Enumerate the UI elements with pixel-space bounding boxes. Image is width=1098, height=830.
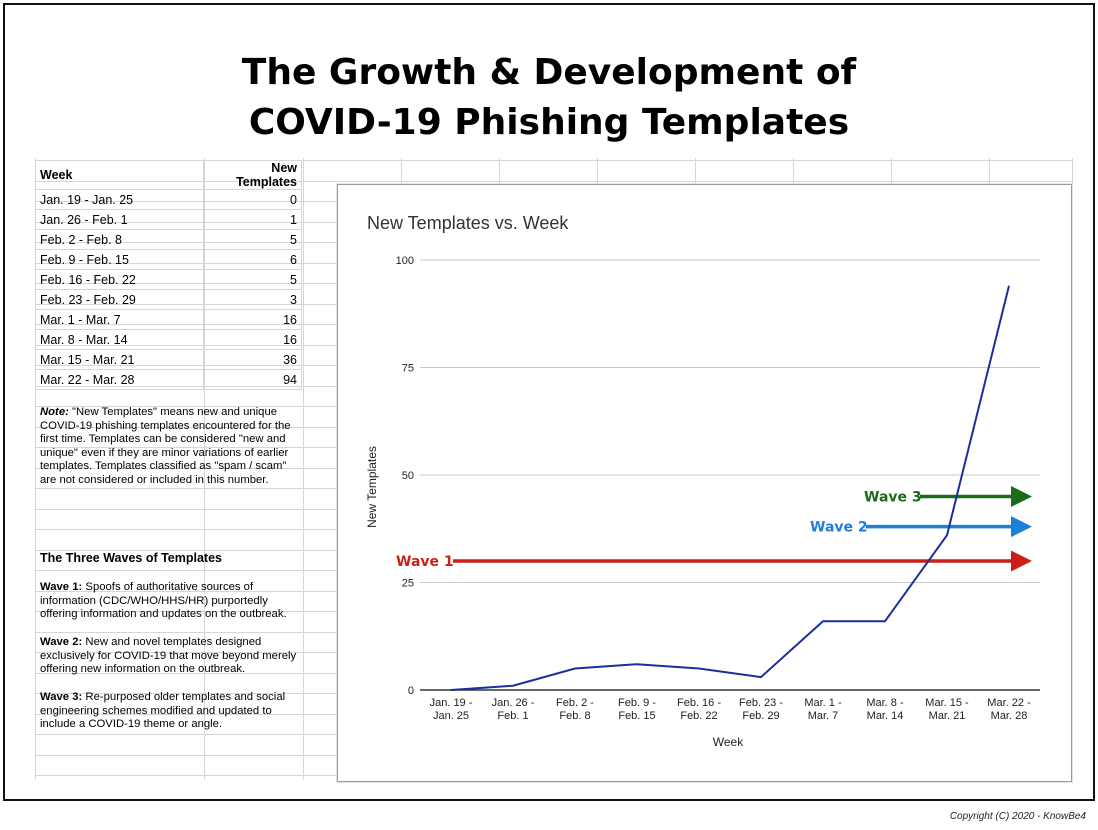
table-row: Mar. 22 - Mar. 28 94 (35, 369, 302, 390)
note-text: Note: "New Templates" means new and uniq… (40, 406, 302, 488)
week-cell: Feb. 16 - Feb. 22 (35, 269, 204, 290)
page-title-line-1: The Growth & Development of (241, 52, 857, 93)
wave-1-label: Wave 1: (40, 581, 83, 593)
grid-row-line (35, 181, 1072, 182)
week-cell: Mar. 8 - Mar. 14 (35, 329, 204, 350)
y-axis-label: New Templates (365, 446, 379, 528)
table-row: Jan. 19 - Jan. 25 0 (35, 189, 302, 210)
wave-1-text: Spoofs of authoritative sources of infor… (40, 581, 287, 621)
week-cell: Feb. 2 - Feb. 8 (35, 229, 204, 250)
wave-2-text: New and novel templates designed exclusi… (40, 636, 297, 676)
table-row: Feb. 16 - Feb. 22 5 (35, 269, 302, 290)
x-tick-label: Jan. 19 -Jan. 25 (430, 697, 473, 722)
y-tick-label: 100 (396, 255, 414, 267)
waves-title: The Three Waves of Templates (40, 551, 222, 565)
y-tick-label: 50 (402, 470, 414, 482)
grid-row-line (35, 160, 1072, 161)
chart-panel (337, 184, 1072, 782)
week-cell: Jan. 26 - Feb. 1 (35, 209, 204, 230)
week-cell: Mar. 22 - Mar. 28 (35, 369, 204, 390)
wave-1-label: Wave 1 (396, 554, 454, 570)
wave-3-text: Re-purposed older templates and social e… (40, 691, 286, 731)
x-axis-label: Week (713, 735, 744, 749)
grid-column-line (35, 158, 36, 780)
y-tick-label: 25 (402, 578, 414, 590)
series-line (450, 285, 1010, 691)
templates-table: Week New Templates Jan. 19 - Jan. 25 0 Jan… (35, 160, 302, 390)
wave-1-description: Wave 1: Spoofs of authoritative sources … (40, 581, 302, 622)
x-tick-label: Mar. 8 -Mar. 14 (866, 697, 904, 722)
x-tick-label: Jan. 26 -Feb. 1 (492, 697, 535, 722)
wave-2-label: Wave 2: (40, 636, 83, 648)
note-body: "New Templates" means new and unique COV… (40, 406, 291, 486)
page-title-line-2: COVID-19 Phishing Templates (248, 102, 850, 143)
header-week: Week (35, 160, 204, 190)
week-cell: Feb. 23 - Feb. 29 (35, 289, 204, 310)
new-templates-cell: 94 (203, 369, 302, 390)
chart-title: New Templates vs. Week (367, 213, 569, 233)
page-frame (3, 3, 1095, 801)
table-row: Mar. 15 - Mar. 21 36 (35, 349, 302, 370)
new-templates-cell: 16 (203, 309, 302, 330)
week-cell: Jan. 19 - Jan. 25 (35, 189, 204, 210)
y-tick-label: 0 (408, 685, 414, 697)
grid-column-line (204, 158, 205, 780)
wave-3-label: Wave 3: (40, 691, 83, 703)
x-tick-label: Mar. 1 -Mar. 7 (804, 697, 842, 722)
copyright-text: Copyright (C) 2020 - KnowBe4 (949, 811, 1086, 822)
y-tick-label: 75 (402, 363, 414, 375)
wave-3-description: Wave 3: Re-purposed older templates and … (40, 691, 302, 732)
note-label: Note: (40, 406, 69, 418)
x-tick-label: Feb. 2 -Feb. 8 (556, 697, 594, 722)
wave-3-label: Wave 3 (864, 490, 922, 506)
x-tick-label: Feb. 23 -Feb. 29 (739, 697, 783, 722)
table-row: Feb. 23 - Feb. 29 3 (35, 289, 302, 310)
grid-column-line (303, 158, 304, 780)
x-tick-label: Mar. 22 -Mar. 28 (987, 697, 1031, 722)
x-tick-label: Mar. 15 -Mar. 21 (925, 697, 969, 722)
x-tick-label: Feb. 16 -Feb. 22 (677, 697, 721, 722)
grid-column-line (1072, 158, 1073, 780)
x-tick-label: Feb. 9 -Feb. 15 (618, 697, 656, 722)
header-new-templates: New Templates (203, 160, 302, 190)
week-cell: Mar. 15 - Mar. 21 (35, 349, 204, 370)
wave-2-label: Wave 2 (810, 520, 868, 536)
wave-2-description: Wave 2: New and novel templates designed… (40, 636, 302, 677)
table-header-row: Week New Templates (35, 160, 302, 190)
